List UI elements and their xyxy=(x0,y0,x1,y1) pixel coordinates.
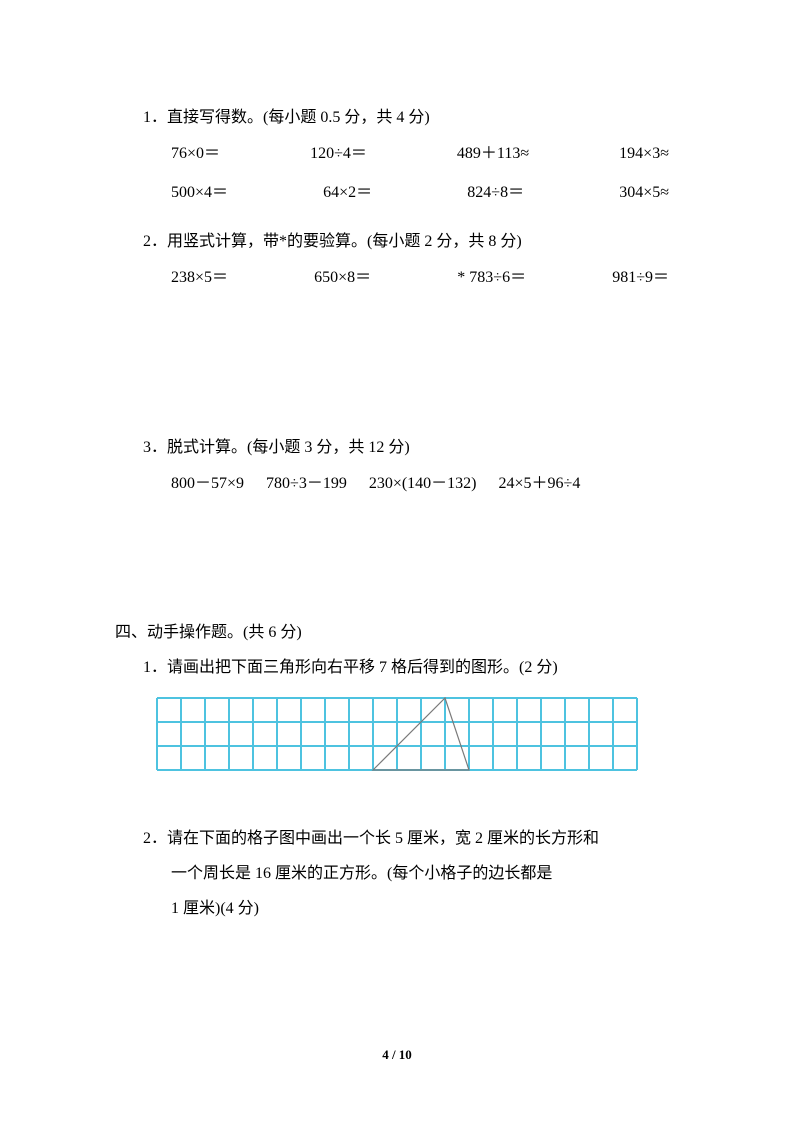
q1-item: 76×0＝ xyxy=(171,135,220,173)
q4-sub2-line3: 1 厘米)(4 分) xyxy=(115,891,679,926)
q4-sub2-line2: 一个周长是 16 厘米的正方形。(每个小格子的边长都是 xyxy=(115,856,679,891)
q2-row1: 238×5＝ 650×8＝ * 783÷6＝ 981÷9＝ xyxy=(115,259,679,297)
q1-item: 824÷8＝ xyxy=(467,174,524,212)
q1-row1: 76×0＝ 120÷4＝ 489＋113≈ 194×3≈ xyxy=(115,135,679,173)
q2-item: 650×8＝ xyxy=(314,259,371,297)
q4-sub1: 1．请画出把下面三角形向右平移 7 格后得到的图形。(2 分) xyxy=(115,650,679,685)
q2-heading: 2．用竖式计算，带*的要验算。(每小题 2 分，共 8 分) xyxy=(115,224,679,259)
q1-item: 120÷4＝ xyxy=(310,135,367,173)
q1-item: 194×3≈ xyxy=(619,135,669,173)
q2-item: * 783÷6＝ xyxy=(457,259,526,297)
q1-item: 64×2＝ xyxy=(323,174,372,212)
q1-item: 304×5≈ xyxy=(619,174,669,212)
section4-heading: 四、动手操作题。(共 6 分) xyxy=(115,615,679,650)
q1-item: 500×4＝ xyxy=(171,174,228,212)
q2-item: 981÷9＝ xyxy=(612,259,669,297)
q3-heading: 3．脱式计算。(每小题 3 分，共 12 分) xyxy=(115,430,679,465)
q3-row1: 800－57×9 780÷3－199 230×(140－132) 24×5＋96… xyxy=(115,465,679,503)
grid-svg xyxy=(155,696,639,772)
q2-item: 238×5＝ xyxy=(171,259,228,297)
grid-figure xyxy=(115,696,679,777)
q1-row2: 500×4＝ 64×2＝ 824÷8＝ 304×5≈ xyxy=(115,174,679,212)
q3-item: 24×5＋96÷4 xyxy=(499,465,581,503)
page-number: 4 / 10 xyxy=(0,1047,794,1063)
q4-sub2-line1: 2．请在下面的格子图中画出一个长 5 厘米，宽 2 厘米的长方形和 xyxy=(115,821,679,856)
q1-item: 489＋113≈ xyxy=(457,135,529,173)
q1-heading: 1．直接写得数。(每小题 0.5 分，共 4 分) xyxy=(115,100,679,135)
q3-item: 800－57×9 xyxy=(171,465,244,503)
q3-item: 780÷3－199 xyxy=(266,465,347,503)
q3-item: 230×(140－132) xyxy=(369,465,477,503)
